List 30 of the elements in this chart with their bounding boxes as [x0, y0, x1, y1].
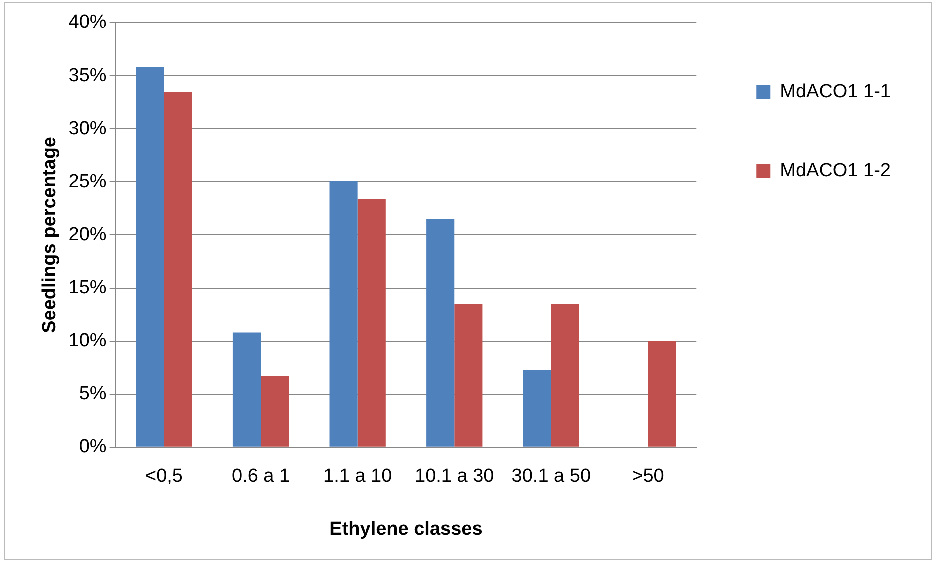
bar — [648, 341, 676, 447]
y-tick-label: 10% — [68, 330, 107, 352]
x-axis-title: Ethylene classes — [330, 518, 483, 540]
bar — [164, 92, 192, 447]
x-tick-label: >50 — [632, 466, 664, 488]
bar — [232, 332, 262, 447]
y-tick-label: 30% — [68, 118, 107, 140]
bar — [136, 68, 164, 447]
legend-label: MdACO1 1-2 — [780, 160, 891, 182]
y-tick-label: 25% — [68, 171, 107, 192]
legend-label: MdACO1 1-1 — [780, 82, 891, 103]
x-tick-label: 10.1 a 30 — [415, 466, 494, 488]
y-tick-label: 35% — [68, 65, 107, 86]
x-tick-label: 0.6 a 1 — [232, 466, 290, 488]
x-tick-label: 30.1 a 50 — [512, 466, 592, 488]
x-tick-label: 1.1 a 10 — [323, 466, 392, 488]
bar — [330, 181, 358, 447]
bar — [358, 199, 386, 447]
bar — [261, 376, 290, 447]
bar — [454, 304, 483, 447]
bar — [426, 219, 455, 447]
bar — [551, 304, 580, 447]
y-tick-label: 0% — [79, 436, 107, 458]
y-axis-title: Seedlings percentage — [40, 136, 61, 334]
y-tick-label: 20% — [68, 224, 107, 246]
y-tick-label: 40% — [68, 12, 107, 34]
bar — [523, 370, 552, 447]
y-tick-label: 15% — [68, 277, 107, 298]
x-tick-label: <0,5 — [145, 466, 183, 488]
y-tick-label: 5% — [79, 384, 107, 405]
